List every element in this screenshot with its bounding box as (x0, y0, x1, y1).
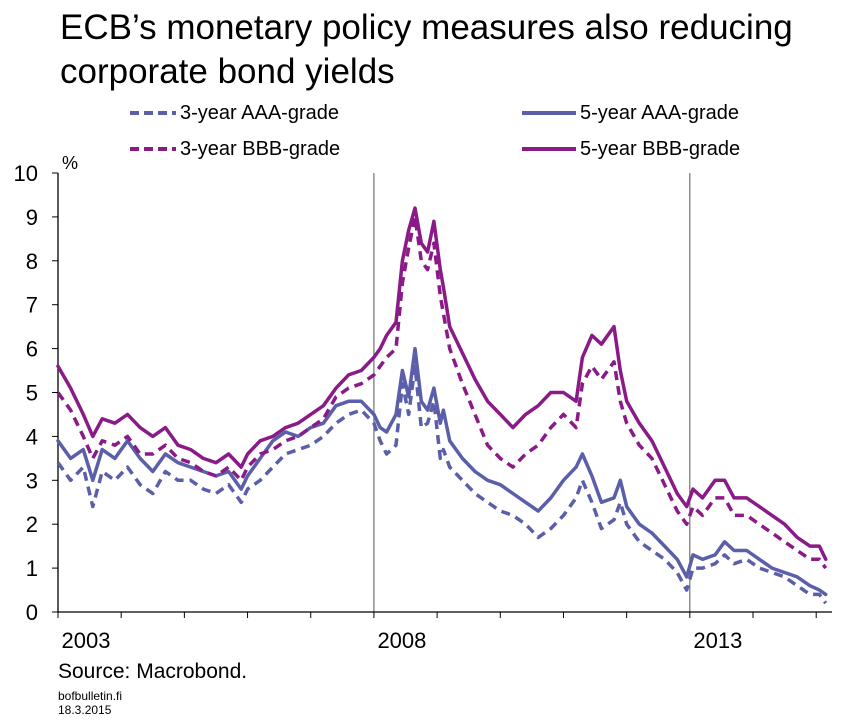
y-tick-label-4: 4 (26, 424, 38, 449)
y-tick-label-1: 1 (26, 556, 38, 581)
y-axis-unit: % (62, 153, 78, 173)
y-tick-label-5: 5 (26, 381, 38, 406)
y-tick-label-2: 2 (26, 512, 38, 537)
y-tick-label-0: 0 (26, 600, 38, 625)
publish-date: 18.3.2015 (58, 703, 122, 717)
site-info: bofbulletin.fi 18.3.2015 (58, 689, 122, 717)
x-tick-label-2008: 2008 (377, 628, 426, 653)
source-note: Source: Macrobond. (58, 660, 247, 684)
y-tick-label-10: 10 (14, 161, 38, 186)
x-tick-label-2003: 2003 (62, 628, 111, 653)
y-tick-label-7: 7 (26, 293, 38, 318)
y-tick-label-8: 8 (26, 249, 38, 274)
y-tick-label-6: 6 (26, 337, 38, 362)
x-tick-label-2013: 2013 (693, 628, 742, 653)
y-tick-label-3: 3 (26, 468, 38, 493)
site-name: bofbulletin.fi (58, 689, 122, 703)
series-line-5-year-aaa-grade (58, 349, 826, 595)
y-tick-label-9: 9 (26, 205, 38, 230)
